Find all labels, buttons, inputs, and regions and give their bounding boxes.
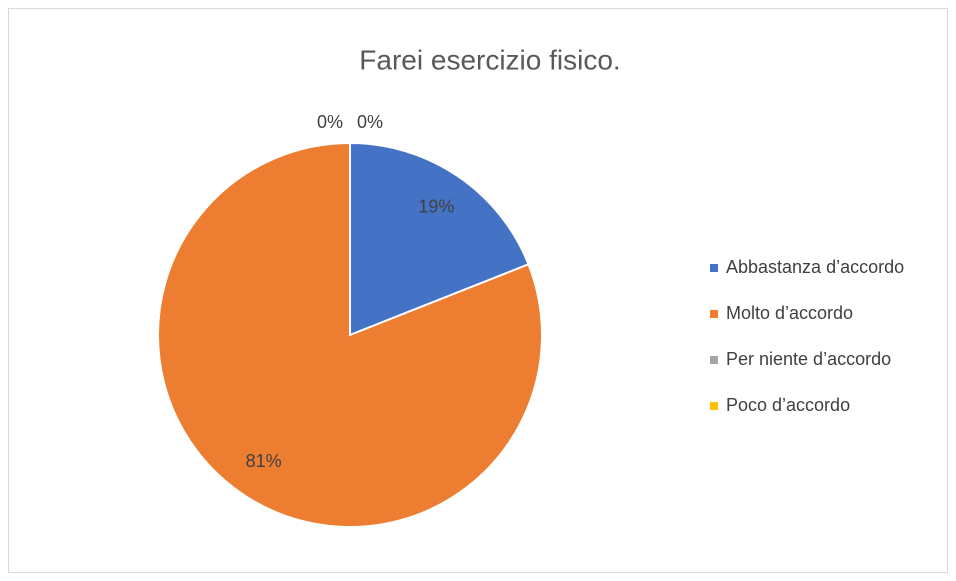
legend-swatch xyxy=(710,402,718,410)
data-label: 81% xyxy=(246,451,282,471)
legend-swatch xyxy=(710,264,718,272)
legend-label: Per niente d’accordo xyxy=(726,349,891,369)
chart-title: Farei esercizio fisico. xyxy=(359,44,620,75)
data-label: 0% xyxy=(317,112,343,132)
legend-label: Molto d’accordo xyxy=(726,303,853,323)
legend-swatch xyxy=(710,310,718,318)
legend-label: Abbastanza d’accordo xyxy=(726,257,904,277)
legend-label: Poco d’accordo xyxy=(726,395,850,415)
legend-swatch xyxy=(710,356,718,364)
data-label: 0% xyxy=(357,112,383,132)
pie-slice xyxy=(349,141,530,337)
data-label: 19% xyxy=(418,197,454,217)
